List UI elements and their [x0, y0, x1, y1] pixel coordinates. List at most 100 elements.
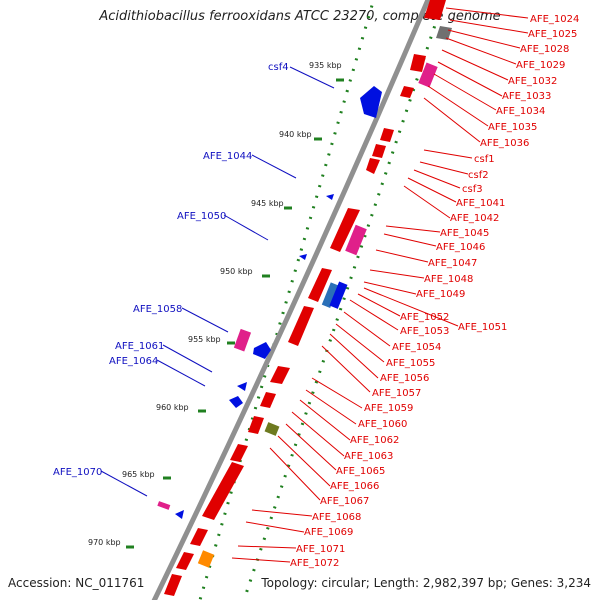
- leader-line: [289, 66, 335, 89]
- gene-label[interactable]: AFE_1065: [336, 466, 385, 477]
- gene-label[interactable]: AFE_1049: [416, 289, 465, 300]
- kbp-ticks: [126, 78, 344, 549]
- gene-label[interactable]: AFE_1062: [350, 435, 399, 446]
- gene-label[interactable]: AFE_1050: [177, 211, 226, 222]
- other-feature-orange: [197, 550, 215, 568]
- gene-label[interactable]: AFE_1024: [530, 14, 579, 25]
- gene-label[interactable]: AFE_1048: [424, 274, 473, 285]
- leader-line: [285, 423, 337, 471]
- leader-line: [231, 557, 291, 563]
- gene-label[interactable]: csf4: [268, 62, 289, 73]
- gene-label[interactable]: AFE_1041: [456, 198, 505, 209]
- forward-gene-arrow: [308, 268, 332, 302]
- gene-label[interactable]: AFE_1059: [364, 403, 413, 414]
- leader-line: [335, 323, 385, 363]
- gene-label[interactable]: AFE_1067: [320, 496, 369, 507]
- leader-line: [251, 154, 297, 179]
- gc-dots-inner: [242, 0, 445, 600]
- leader-line: [343, 311, 391, 347]
- leader-line: [100, 470, 148, 497]
- gene-label[interactable]: AFE_1058: [133, 304, 182, 315]
- rna-feature-magenta: [345, 224, 367, 256]
- leader-line: [181, 307, 229, 333]
- reverse-gene-arrow: [237, 382, 247, 391]
- gene-label[interactable]: AFE_1045: [440, 228, 489, 239]
- reverse-label-leaders: [100, 66, 335, 497]
- forward-gene-arrow: [202, 462, 244, 520]
- forward-gene-arrow: [176, 552, 194, 570]
- gene-label[interactable]: AFE_1054: [392, 342, 441, 353]
- gene-label[interactable]: AFE_1055: [386, 358, 435, 369]
- reverse-gene-block: [329, 281, 348, 309]
- trna-feature: [321, 282, 340, 308]
- gene-label[interactable]: AFE_1028: [520, 44, 569, 55]
- kbp-labels: 935 kbp 940 kbp 945 kbp 950 kbp 955 kbp …: [88, 61, 342, 547]
- leader-line: [413, 169, 461, 189]
- leader-line: [223, 214, 269, 241]
- gene-label[interactable]: AFE_1047: [428, 258, 477, 269]
- leader-line: [311, 377, 363, 409]
- gene-label[interactable]: AFE_1035: [488, 122, 537, 133]
- gene-label[interactable]: AFE_1057: [372, 388, 421, 399]
- gene-label[interactable]: AFE_1052: [400, 312, 449, 323]
- gene-label[interactable]: AFE_1056: [380, 373, 429, 384]
- gene-label[interactable]: csf3: [462, 184, 483, 195]
- leader-line: [423, 97, 481, 143]
- gene-label[interactable]: AFE_1066: [330, 481, 379, 492]
- gene-label[interactable]: AFE_1036: [480, 138, 529, 149]
- gene-label[interactable]: AFE_1025: [528, 29, 577, 40]
- forward-labels: AFE_1024 AFE_1025 AFE_1028 AFE_1029 AFE_…: [290, 14, 579, 569]
- gene-label[interactable]: AFE_1034: [496, 106, 545, 117]
- leader-line: [291, 411, 345, 457]
- leader-line: [423, 149, 473, 159]
- gene-label[interactable]: AFE_1044: [203, 151, 252, 162]
- gene-label[interactable]: AFE_1029: [516, 60, 565, 71]
- genome-summary-text: Topology: circular; Length: 2,982,397 bp…: [261, 576, 591, 590]
- gene-label[interactable]: AFE_1064: [109, 356, 158, 367]
- gc-dots-outer: [198, 0, 376, 600]
- gene-label[interactable]: AFE_1046: [436, 242, 485, 253]
- forward-features: [164, 0, 452, 596]
- leader-line: [245, 521, 305, 533]
- gene-label[interactable]: AFE_1061: [115, 341, 164, 352]
- gene-label[interactable]: AFE_1070: [53, 467, 102, 478]
- kbp-label: 945 kbp: [251, 199, 284, 208]
- leader-line: [447, 29, 521, 49]
- reverse-gene-arrow: [360, 86, 382, 118]
- forward-gene-arrow: [410, 54, 426, 72]
- kbp-label: 960 kbp: [156, 403, 189, 412]
- gene-label[interactable]: AFE_1053: [400, 326, 449, 337]
- gene-label[interactable]: AFE_1060: [358, 419, 407, 430]
- kbp-label: 950 kbp: [220, 267, 253, 276]
- forward-gene-arrow: [330, 208, 360, 252]
- gene-label[interactable]: AFE_1042: [450, 213, 499, 224]
- gene-label[interactable]: AFE_1032: [508, 76, 557, 87]
- leader-line: [441, 49, 509, 81]
- leader-line: [375, 249, 429, 263]
- other-feature-gray: [436, 26, 452, 40]
- gene-label[interactable]: AFE_1071: [296, 544, 345, 555]
- gene-label[interactable]: AFE_1063: [344, 451, 393, 462]
- forward-gene-arrow: [190, 528, 208, 546]
- gene-label[interactable]: AFE_1033: [502, 91, 551, 102]
- forward-gene-arrow: [372, 144, 386, 158]
- kbp-label: 970 kbp: [88, 538, 121, 547]
- reverse-gene-arrow: [253, 342, 271, 359]
- gene-label[interactable]: csf2: [468, 170, 489, 181]
- reverse-features: [157, 86, 382, 519]
- leader-line: [403, 185, 451, 219]
- forward-gene-arrow: [424, 0, 446, 20]
- gene-label[interactable]: AFE_1051: [458, 322, 507, 333]
- leader-line: [445, 7, 529, 19]
- forward-gene-arrow: [400, 86, 414, 98]
- leader-line: [445, 37, 517, 65]
- gene-label[interactable]: AFE_1072: [290, 558, 339, 569]
- kbp-label: 965 kbp: [122, 470, 155, 479]
- gene-label[interactable]: csf1: [474, 154, 495, 165]
- forward-gene-arrow: [366, 158, 380, 174]
- gene-label[interactable]: AFE_1068: [312, 512, 361, 523]
- forward-gene-arrow: [288, 306, 314, 346]
- gene-label[interactable]: AFE_1069: [304, 527, 353, 538]
